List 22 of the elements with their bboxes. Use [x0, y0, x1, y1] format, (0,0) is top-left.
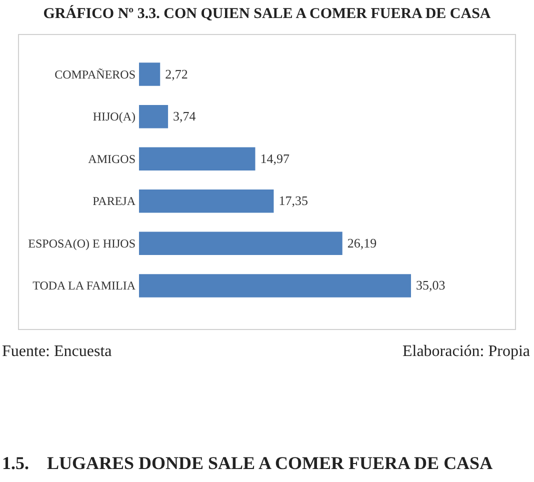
- y-tick-label: ESPOSA(O) E HIJOS: [28, 236, 136, 250]
- y-tick-label: COMPAÑEROS: [54, 67, 136, 82]
- data-label: 35,03: [416, 278, 446, 293]
- bar: [139, 274, 411, 298]
- data-label: 14,97: [260, 150, 290, 166]
- bar: [139, 62, 160, 86]
- source-note: Fuente: Encuesta: [2, 343, 112, 361]
- y-tick-label: TODA LA FAMILIA: [32, 278, 136, 293]
- data-label: 26,19: [347, 235, 377, 250]
- chart-title: GRÁFICO Nº 3.3. CON QUIEN SALE A COMER FUERA DE CASA: [42, 6, 492, 23]
- bar: [139, 147, 256, 170]
- bar: [139, 104, 168, 128]
- y-tick-label: HIJO(A): [92, 110, 136, 124]
- data-label: 3,74: [173, 108, 196, 124]
- text: Elaboración: Propia: [402, 343, 530, 361]
- text: 1.5. LUGARES DONDE SALE A COMER FUERA DE CASA: [2, 453, 493, 474]
- data-label: 17,35: [278, 193, 308, 208]
- bar: [139, 232, 342, 256]
- y-tick-label: PAREJA: [92, 194, 136, 208]
- data-label: 2,72: [165, 66, 188, 82]
- bar: [139, 190, 274, 213]
- y-tick-label: AMIGOS: [88, 152, 136, 166]
